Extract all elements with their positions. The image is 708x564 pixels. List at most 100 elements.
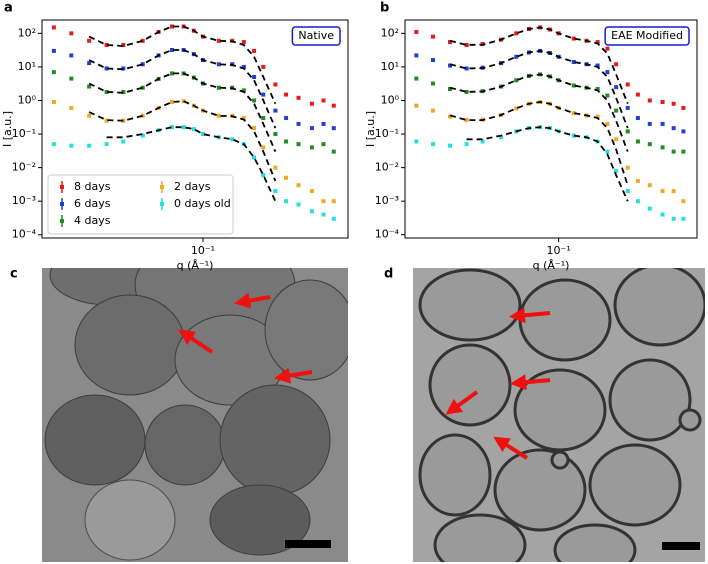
- legend-marker: [60, 202, 64, 206]
- data-point: [681, 216, 686, 221]
- annotation-box: [291, 26, 341, 46]
- y-tick-label: 10⁻⁴: [12, 228, 37, 241]
- data-point: [169, 100, 174, 105]
- data-point: [140, 62, 145, 67]
- y-tick-label: 10⁻⁴: [375, 228, 400, 241]
- data-point: [87, 143, 92, 148]
- data-point: [87, 38, 92, 43]
- data-point: [635, 199, 640, 204]
- data-point: [571, 111, 576, 116]
- data-point: [331, 149, 336, 154]
- data-point: [647, 142, 652, 147]
- data-point: [647, 183, 652, 188]
- legend-label: 6 days: [74, 197, 111, 210]
- legend-label: 0 days old: [174, 197, 231, 210]
- data-point: [464, 118, 469, 123]
- fit-line: [88, 100, 277, 182]
- legend-label: 2 days: [174, 180, 211, 193]
- data-point: [514, 31, 519, 36]
- data-point: [216, 38, 221, 43]
- data-point: [331, 126, 336, 131]
- fit-line: [449, 101, 629, 186]
- data-point: [273, 82, 278, 87]
- data-point: [273, 132, 278, 137]
- data-point: [140, 85, 145, 90]
- data-point: [252, 98, 257, 103]
- panel-label: b: [380, 1, 389, 16]
- data-point: [671, 126, 676, 131]
- x-tick-label: 10⁻¹: [547, 244, 571, 257]
- data-point: [331, 103, 336, 108]
- micrograph-c: [42, 268, 348, 562]
- data-point: [625, 165, 630, 170]
- data-point: [252, 75, 257, 80]
- data-point: [51, 100, 56, 105]
- y-tick-label: 10⁰: [381, 93, 400, 106]
- data-point: [87, 84, 92, 89]
- y-tick-label: 10⁻¹: [375, 127, 399, 140]
- data-point: [104, 89, 109, 94]
- data-point: [647, 98, 652, 103]
- data-point: [605, 93, 610, 98]
- data-point: [660, 189, 665, 194]
- data-point: [614, 137, 619, 142]
- data-point: [261, 173, 266, 178]
- data-point: [499, 135, 504, 140]
- data-point: [241, 64, 246, 69]
- data-point: [480, 139, 485, 144]
- data-point: [241, 116, 246, 121]
- data-point: [605, 70, 610, 75]
- data-point: [625, 189, 630, 194]
- data-point: [595, 63, 600, 68]
- legend-marker: [160, 202, 164, 206]
- data-point: [241, 40, 246, 45]
- fit-line: [88, 49, 277, 129]
- annotation: EAE Modified: [611, 29, 683, 42]
- data-point: [321, 142, 326, 147]
- panel-label: c: [10, 267, 18, 282]
- fit-line: [88, 25, 277, 105]
- data-point: [284, 175, 289, 180]
- data-point: [296, 121, 301, 126]
- legend-marker: [160, 185, 164, 189]
- data-point: [625, 129, 630, 134]
- data-point: [681, 149, 686, 154]
- data-point: [140, 38, 145, 43]
- data-point: [447, 63, 452, 68]
- data-point: [430, 34, 435, 39]
- data-point: [660, 100, 665, 105]
- data-point: [216, 113, 221, 118]
- data-point: [104, 66, 109, 71]
- data-point: [121, 139, 126, 144]
- y-tick-label: 10¹: [381, 60, 399, 73]
- data-point: [331, 199, 336, 204]
- data-point: [635, 116, 640, 121]
- y-tick-label: 10²: [381, 26, 399, 39]
- data-point: [69, 31, 74, 36]
- data-point: [169, 47, 174, 52]
- data-point: [635, 178, 640, 183]
- data-point: [284, 92, 289, 97]
- fit-line: [449, 73, 629, 152]
- plot-frame: [41, 19, 349, 239]
- data-point: [595, 114, 600, 119]
- y-axis-label: I [a.u.]: [1, 111, 14, 147]
- y-tick-label: 10¹: [18, 60, 36, 73]
- data-point: [121, 89, 126, 94]
- data-point: [464, 142, 469, 147]
- data-point: [261, 64, 266, 69]
- plot-area: [414, 25, 686, 221]
- data-point: [69, 143, 74, 148]
- data-point: [595, 86, 600, 91]
- data-point: [51, 142, 56, 147]
- micrograph-d: [413, 268, 705, 562]
- y-tick-label: 10⁰: [18, 93, 37, 106]
- data-point: [595, 40, 600, 45]
- data-point: [261, 92, 266, 97]
- plot-frame: [404, 19, 698, 239]
- data-point: [284, 116, 289, 121]
- data-point: [191, 127, 196, 132]
- data-point: [681, 105, 686, 110]
- data-point: [321, 212, 326, 217]
- data-point: [464, 42, 469, 47]
